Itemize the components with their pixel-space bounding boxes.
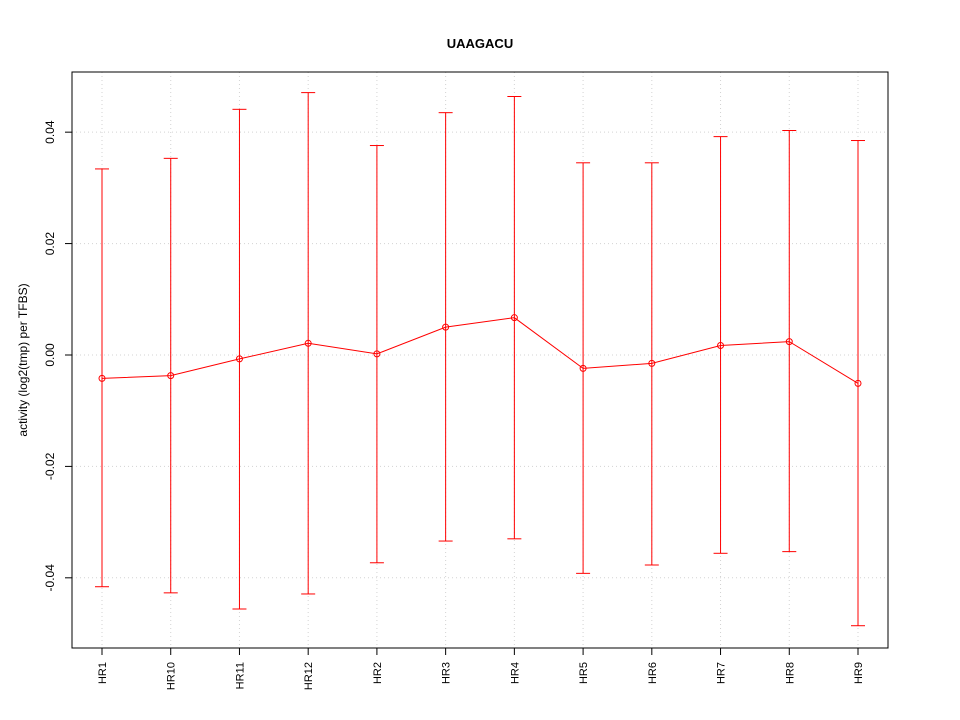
chart-title: UAAGACU [447,36,513,51]
x-tick-label: HR7 [716,662,728,684]
x-tick-label: HR9 [853,662,865,684]
x-tick-label: HR6 [647,662,659,684]
data-point [167,372,175,380]
data-point [98,374,106,382]
y-tick-label: 0.00 [43,343,57,367]
data-point [717,342,725,350]
grid [72,72,888,648]
x-tick-label: HR5 [578,662,590,684]
x-tick-label: HR10 [166,662,178,690]
y-tick-label: -0.02 [43,452,57,480]
y-tick-label: 0.04 [43,120,57,144]
x-tick-label: HR12 [303,662,315,690]
data-point [510,314,518,322]
x-tick-label: HR4 [509,662,521,684]
x-tick-label: HR3 [441,662,453,684]
x-tick-label: HR1 [97,662,109,684]
data-point [648,359,656,367]
data-point [785,338,793,346]
axes: HR1 HR10 HR11 HR12 HR2 HR3 HR4 HR5 HR6 HR7 HR8 HR9 -… [43,120,865,690]
y-tick-label: -0.04 [43,564,57,592]
x-tick-label: HR2 [372,662,384,684]
series-line [101,317,859,384]
data-layer [95,92,865,627]
data-point [373,350,381,358]
data-point [304,339,312,347]
data-point [579,364,587,372]
data-point [854,379,862,387]
y-tick-label: 0.02 [43,232,57,256]
y-axis-label: activity (log2(tmp) per TFBS) [16,283,30,436]
plot-frame [71,71,889,649]
data-point [442,323,450,331]
x-tick-label: HR8 [784,662,796,684]
data-point [235,355,243,363]
x-tick-label: HR11 [234,662,246,689]
